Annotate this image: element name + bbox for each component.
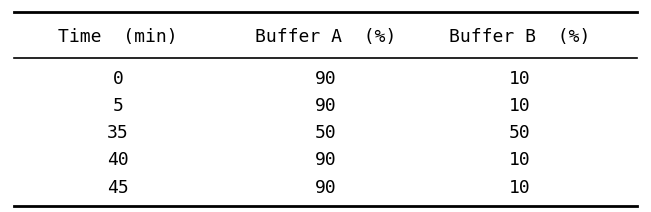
- Text: 10: 10: [509, 70, 531, 88]
- Text: 10: 10: [509, 151, 531, 169]
- Text: 45: 45: [107, 179, 129, 197]
- Text: 10: 10: [509, 179, 531, 197]
- Text: 90: 90: [314, 70, 337, 88]
- Text: Time  (min): Time (min): [58, 28, 178, 46]
- Text: Buffer A  (%): Buffer A (%): [255, 28, 396, 46]
- Text: 10: 10: [509, 97, 531, 115]
- Text: 40: 40: [107, 151, 129, 169]
- Text: 5: 5: [113, 97, 124, 115]
- Text: 50: 50: [314, 124, 337, 142]
- Text: 90: 90: [314, 97, 337, 115]
- Text: 90: 90: [314, 179, 337, 197]
- Text: Buffer B  (%): Buffer B (%): [449, 28, 590, 46]
- Text: 35: 35: [107, 124, 129, 142]
- Text: 90: 90: [314, 151, 337, 169]
- Text: 0: 0: [113, 70, 124, 88]
- Text: 50: 50: [509, 124, 531, 142]
